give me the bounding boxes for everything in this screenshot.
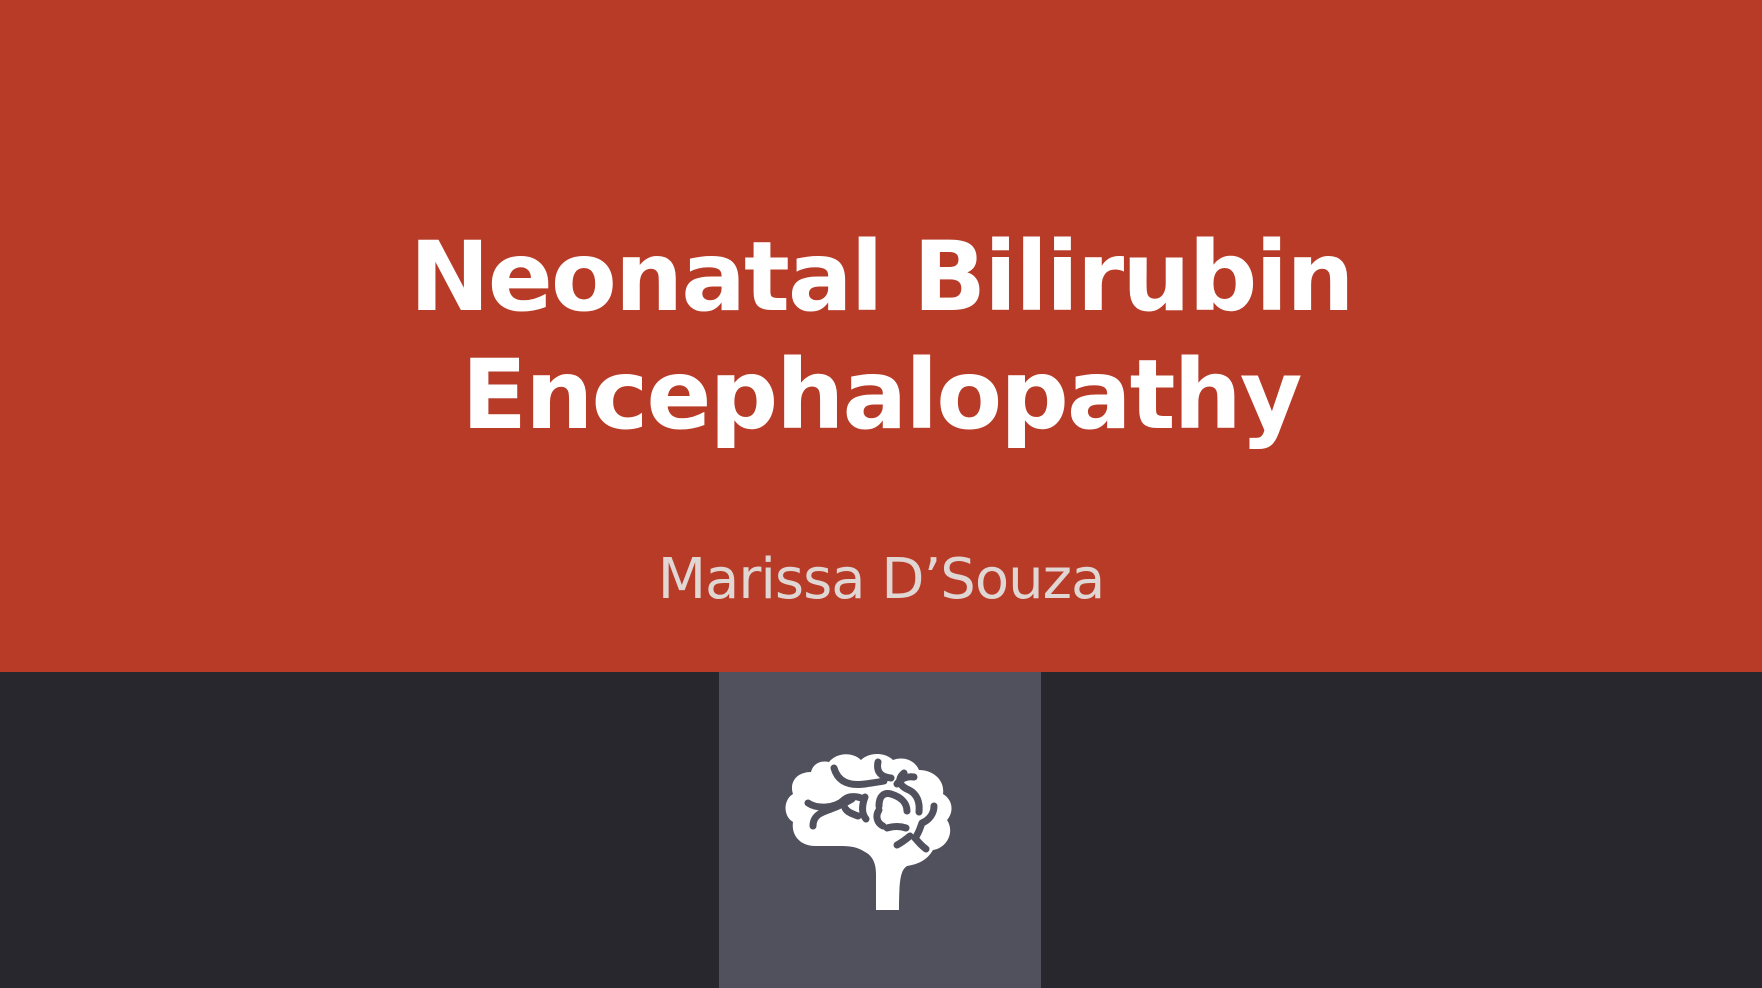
- slide-title: Neonatal Bilirubin Encephalopathy: [0, 218, 1762, 454]
- brain-fold-1: [830, 764, 888, 788]
- brain-fold-10: [873, 806, 887, 830]
- brain-fold-12: [911, 802, 938, 842]
- brain-fold-8: [841, 804, 862, 820]
- brain-fold-13: [911, 834, 930, 853]
- brain-fold-11: [883, 823, 910, 832]
- brain-fold-9: [875, 790, 911, 815]
- brain-fold-6: [859, 793, 870, 823]
- title-panel: Neonatal Bilirubin Encephalopathy Mariss…: [0, 0, 1762, 672]
- brain-fold-7: [809, 795, 856, 830]
- brain-outline: [785, 754, 952, 910]
- slide-title-line-1: Neonatal Bilirubin: [409, 221, 1354, 333]
- slide-title-line-2: Encephalopathy: [461, 339, 1303, 451]
- author-name: Marissa D’Souza: [657, 547, 1106, 612]
- brain-fold-2: [874, 758, 895, 782]
- brain-fold-14: [893, 832, 914, 849]
- brain-fold-4: [893, 773, 918, 788]
- brain-icon: [785, 754, 952, 910]
